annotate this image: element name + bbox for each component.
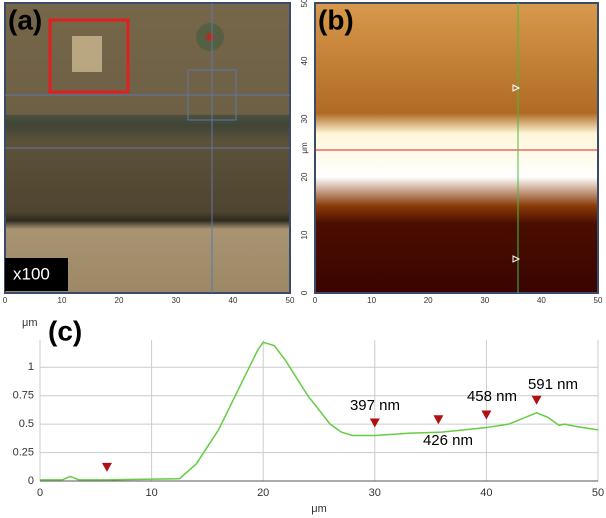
- magnification: x100: [13, 264, 50, 283]
- y-tick-label: 40: [300, 56, 309, 65]
- x-tick-label: 0: [37, 487, 43, 499]
- x-tick-label: 40: [480, 487, 492, 499]
- x-tick-label: 10: [58, 296, 67, 305]
- x-tick-label: 30: [369, 487, 381, 499]
- panel-a-image: [4, 2, 291, 294]
- x-tick-label: 20: [424, 296, 433, 305]
- x-axis-label: μm: [311, 503, 327, 515]
- annotation: 426 nm: [423, 432, 473, 449]
- y-tick-label: 0.75: [13, 390, 34, 402]
- panel-label: (a): [8, 4, 42, 35]
- y-axis-label: μm: [22, 317, 38, 329]
- annotation: 397 nm: [350, 397, 400, 414]
- x-tick-label: 50: [592, 487, 604, 499]
- y-tick-label: 30: [300, 114, 309, 123]
- x-tick-label: 30: [172, 296, 181, 305]
- x-tick-label: 10: [367, 296, 376, 305]
- x-tick-label: 10: [145, 487, 157, 499]
- y-tick-label: 0.5: [19, 418, 34, 430]
- y-tick-label: 50: [300, 0, 309, 7]
- x-tick-label: 50: [594, 296, 603, 305]
- x-tick-label: 40: [537, 296, 546, 305]
- y-tick-label: 0: [28, 475, 34, 487]
- x-tick-label: 30: [480, 296, 489, 305]
- profile-line: [40, 341, 599, 481]
- x-tick-label: 20: [115, 296, 124, 305]
- y-tick-label: 1: [28, 361, 34, 373]
- x-tick-label: 0: [313, 296, 318, 305]
- marker: [531, 395, 542, 405]
- x-tick-label: 20: [257, 487, 269, 499]
- panel-label: (c): [48, 315, 82, 346]
- marker: [101, 462, 112, 472]
- y-tick-label: 0: [300, 290, 309, 295]
- annotation: 458 nm: [467, 388, 517, 405]
- annotation: 591 nm: [528, 376, 578, 393]
- y-axis-label: μm: [300, 142, 309, 154]
- y-tick-label: 20: [300, 172, 309, 181]
- x-tick-label: 50: [286, 296, 295, 305]
- panel-b-image: [314, 2, 599, 294]
- y-tick-label: 0.25: [13, 446, 34, 458]
- y-tick-label: 10: [300, 230, 309, 239]
- panel-label: (b): [318, 4, 354, 35]
- marker: [369, 418, 380, 428]
- marker: [433, 415, 444, 425]
- x-tick-label: 40: [229, 296, 238, 305]
- marker: [481, 410, 492, 420]
- x-tick-label: 0: [3, 296, 8, 305]
